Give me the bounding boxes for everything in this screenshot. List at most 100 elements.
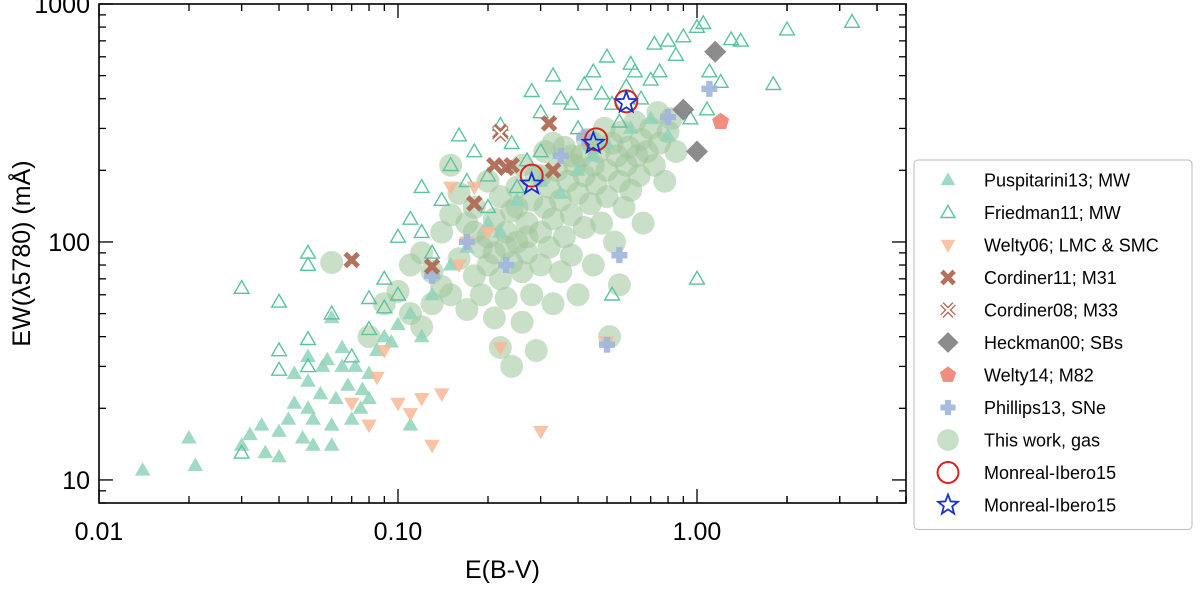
legend-marker: [940, 399, 956, 416]
data-point: [323, 437, 340, 451]
data-point: [410, 315, 434, 339]
data-point: [465, 142, 483, 158]
data-point: [581, 253, 605, 277]
data-point: [376, 345, 393, 359]
data-point: [361, 419, 377, 434]
data-point: [375, 298, 393, 314]
data-point: [402, 305, 419, 320]
data-point: [631, 211, 655, 235]
series-monreal-ibero15: [518, 89, 640, 196]
data-point: [134, 462, 151, 476]
data-point: [492, 342, 509, 356]
data-point: [580, 129, 607, 155]
legend-entry: Cordiner08; M33: [940, 301, 1118, 321]
data-point: [610, 112, 628, 128]
data-point: [645, 35, 663, 50]
data-point: [603, 285, 621, 301]
data-point: [300, 373, 316, 387]
data-point: [700, 62, 718, 78]
data-point: [532, 103, 550, 119]
series-heckman00-sbs: [672, 40, 727, 163]
data-point: [503, 157, 520, 174]
legend: Puspitarini13; MW Friedman11; MW Welty06; …: [913, 159, 1193, 530]
data-point: [674, 27, 692, 43]
data-point: [352, 400, 369, 414]
series-puspitarini13-mw: [134, 110, 676, 476]
data-point: [413, 223, 431, 239]
legend-entry: Monreal-Ibero15: [935, 492, 1116, 516]
data-point: [701, 80, 718, 97]
y-axis-label: EW(λ5780) (mÅ): [6, 160, 36, 346]
data-point: [334, 339, 350, 354]
data-point: [544, 162, 562, 179]
data-point: [572, 216, 596, 240]
data-point: [566, 283, 590, 307]
data-point: [360, 289, 378, 305]
data-point: [286, 395, 303, 409]
legend-box: [913, 159, 1193, 530]
data-point: [704, 40, 727, 63]
x-tick-label: 0.10: [374, 518, 423, 546]
data-point: [340, 377, 356, 391]
data-point: [541, 292, 565, 316]
legend-marker: [939, 366, 957, 382]
data-point: [570, 162, 586, 176]
data-point: [389, 285, 407, 301]
legend-label: Heckman00; SBs: [984, 333, 1123, 353]
series-this-work-gas: [320, 100, 688, 378]
data-point: [681, 109, 699, 125]
data-point: [312, 385, 329, 400]
data-point: [712, 73, 730, 89]
data-point: [694, 14, 712, 30]
series-cordiner08-m33: [492, 125, 509, 142]
data-point: [519, 163, 544, 188]
data-point: [323, 304, 341, 320]
data-point: [439, 283, 463, 307]
data-point: [375, 269, 393, 285]
data-point: [347, 358, 364, 372]
data-point: [672, 98, 695, 121]
series-welty06-lmc-smc: [343, 181, 615, 454]
data-point: [494, 235, 518, 259]
data-point: [613, 89, 640, 114]
x-tick-label: 0.01: [75, 518, 124, 546]
data-point: [480, 215, 496, 229]
data-point: [361, 390, 377, 404]
data-point: [479, 166, 497, 182]
data-point: [433, 388, 450, 402]
data-point: [271, 423, 287, 437]
data-point: [300, 348, 316, 362]
data-point: [270, 360, 288, 376]
data-point: [622, 120, 639, 134]
data-point: [492, 125, 509, 142]
data-point: [390, 397, 406, 412]
data-point: [442, 156, 460, 172]
data-point: [559, 243, 583, 267]
data-point: [270, 341, 288, 357]
data-point: [598, 336, 615, 353]
data-point: [424, 439, 440, 454]
legend-entry: Heckman00; SBs: [937, 332, 1123, 353]
legend-entry: Welty06; LMC & SMC: [940, 236, 1159, 256]
data-point: [562, 95, 580, 110]
data-point: [476, 253, 500, 277]
data-point: [569, 119, 587, 135]
data-point: [401, 209, 419, 225]
data-point: [442, 181, 459, 196]
data-point: [343, 397, 360, 412]
data-point: [505, 195, 529, 219]
data-point: [442, 257, 459, 271]
data-point: [383, 334, 400, 348]
data-point: [319, 351, 336, 366]
data-point: [294, 430, 311, 444]
data-point: [541, 207, 565, 231]
data-point: [271, 448, 287, 463]
data-point: [360, 320, 378, 336]
data-point: [712, 112, 730, 129]
legend-marker: [940, 239, 956, 253]
data-point: [187, 457, 204, 471]
data-point: [552, 89, 570, 105]
data-point: [466, 181, 483, 196]
series-welty14-m82: [712, 112, 730, 129]
data-point: [469, 283, 493, 307]
